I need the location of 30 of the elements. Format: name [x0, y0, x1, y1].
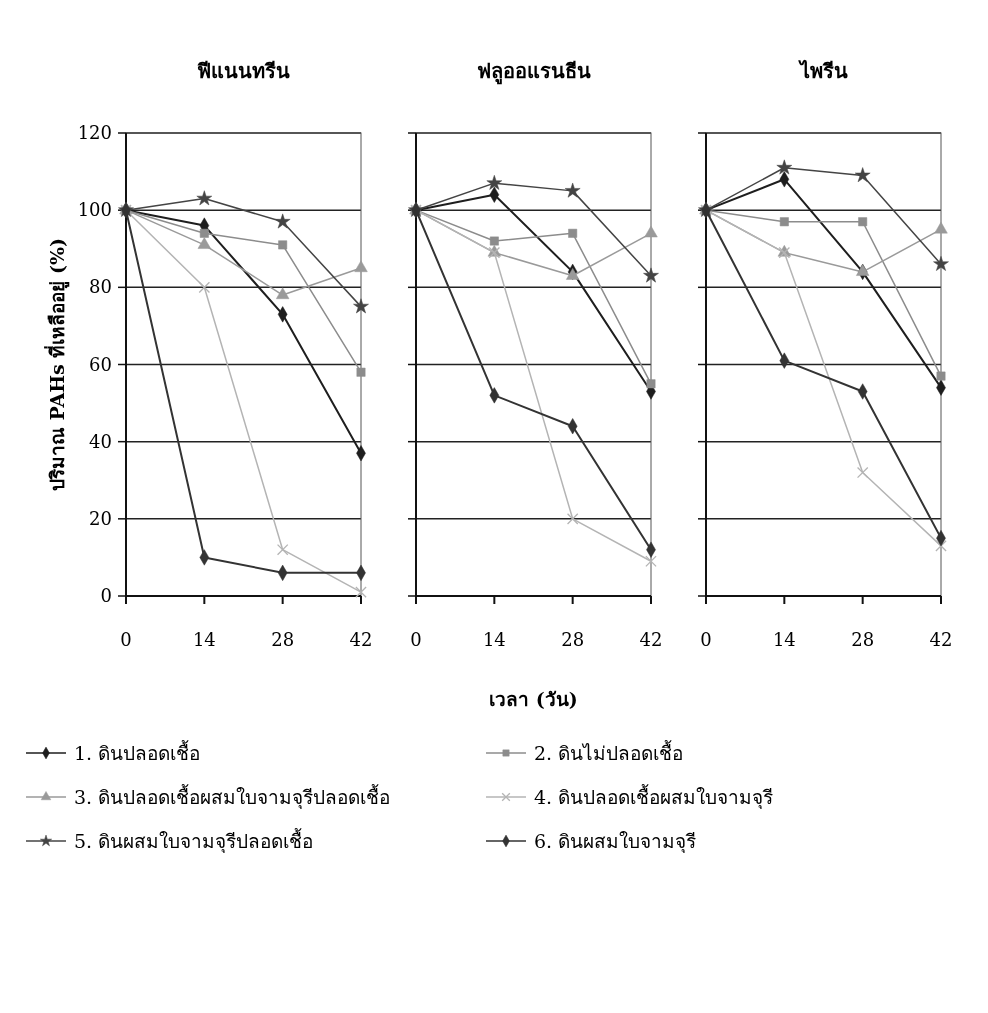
x-tick-label: 14	[482, 629, 506, 650]
x-tick-label: 42	[639, 629, 663, 650]
y-tick-label: 120	[77, 122, 112, 143]
x-tick-label: 28	[851, 629, 875, 650]
legend-label: 4. ดินปลอดเชื้อผสมใบจามจุรี	[534, 784, 774, 810]
x-tick-label: 14	[192, 629, 216, 650]
x-tick-label: 14	[772, 629, 796, 650]
x-tick-label: 28	[271, 629, 295, 650]
y-tick-label: 80	[89, 276, 112, 298]
chart-title: ฟีแนนทรีน	[197, 59, 290, 83]
y-tick-label: 100	[77, 199, 112, 221]
x-axis-title: เวลา (วัน)	[489, 688, 578, 710]
y-tick-label: 20	[89, 507, 112, 529]
chart-title: ไพรีน	[797, 59, 848, 83]
legend-label: 1. ดินปลอดเชื้อ	[74, 740, 201, 764]
y-tick-label: 40	[89, 430, 112, 452]
y-tick-label: 0	[100, 585, 112, 606]
x-tick-label: 0	[700, 629, 712, 650]
chart-title: ฟลูออแรนธีน	[476, 59, 591, 85]
legend-label: 3. ดินปลอดเชื้อผสมใบจามจุรีปลอดเชื้อ	[74, 784, 391, 810]
x-tick-label: 0	[120, 629, 132, 650]
legend-label: 2. ดินไม่ปลอดเชื้อ	[534, 740, 684, 764]
y-axis-title: ปริมาณ PAHs ที่เหลืออยู่ (%)	[44, 237, 70, 492]
x-tick-label: 0	[410, 629, 422, 650]
y-tick-label: 60	[89, 353, 112, 375]
legend-label: 5. ดินผสมใบจามจุรีปลอดเชื้อ	[74, 828, 314, 854]
x-tick-label: 42	[349, 629, 373, 650]
x-tick-label: 42	[929, 629, 953, 650]
legend-label: 6. ดินผสมใบจามจุรี	[534, 830, 697, 854]
x-tick-label: 28	[561, 629, 585, 650]
